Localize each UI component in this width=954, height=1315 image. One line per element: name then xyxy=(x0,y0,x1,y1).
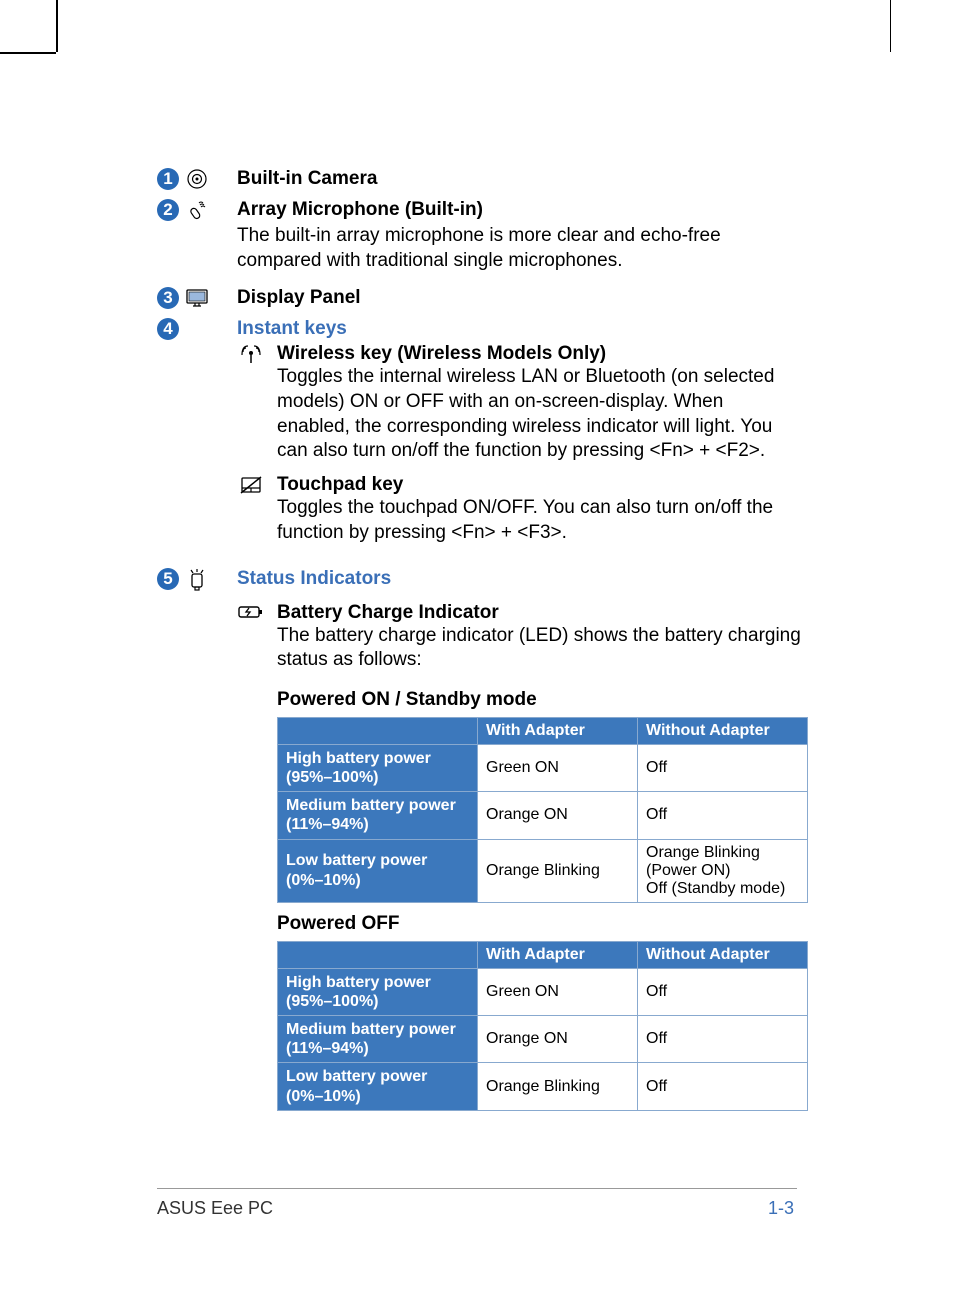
feature-item-3: 3 Display Panel xyxy=(157,287,797,312)
crop-mark-v xyxy=(56,0,58,52)
number-badge: 4 xyxy=(157,318,179,340)
number-badge: 2 xyxy=(157,199,179,221)
row-head: Medium battery power (11%–94%) xyxy=(278,792,478,839)
sub-body: Toggles the touchpad ON/OFF. You can als… xyxy=(277,496,797,545)
cell: Green ON xyxy=(478,968,638,1015)
feature-title: Display Panel xyxy=(237,287,797,309)
th: With Adapter xyxy=(478,717,638,744)
cell: Orange Blinking (Power ON) Off (Standby … xyxy=(638,839,808,902)
cell: Orange ON xyxy=(478,792,638,839)
cell: Off xyxy=(638,1016,808,1063)
battery-table-off: With Adapter Without Adapter High batter… xyxy=(277,941,808,1111)
th: Without Adapter xyxy=(638,717,808,744)
status-indicator-icon xyxy=(183,568,211,1121)
sub-item-battery: Battery Charge Indicator The battery cha… xyxy=(237,602,808,681)
footer-page-number: 1-3 xyxy=(768,1198,794,1219)
table-title: Powered OFF xyxy=(277,913,808,935)
microphone-icon xyxy=(183,199,211,281)
sub-body: Toggles the internal wireless LAN or Blu… xyxy=(277,365,797,464)
cell: Off xyxy=(638,968,808,1015)
page-content: 1 Built-in Camera 2 Array Microphone (Bu… xyxy=(157,168,797,1127)
row-head: Low battery power (0%–10%) xyxy=(278,839,478,902)
number-badge: 1 xyxy=(157,168,179,190)
cell: Off xyxy=(638,1063,808,1110)
crop-mark-right xyxy=(890,0,891,52)
row-head: High battery power (95%–100%) xyxy=(278,968,478,1015)
feature-item-1: 1 Built-in Camera xyxy=(157,168,797,193)
sub-item-touchpad: Touchpad key Toggles the touchpad ON/OFF… xyxy=(237,474,797,553)
row-head: Medium battery power (11%–94%) xyxy=(278,1016,478,1063)
feature-title: Built-in Camera xyxy=(237,168,797,190)
number-badge: 5 xyxy=(157,568,179,590)
th-empty xyxy=(278,941,478,968)
th-empty xyxy=(278,717,478,744)
sub-title: Battery Charge Indicator xyxy=(277,602,808,624)
cell: Orange Blinking xyxy=(478,1063,638,1110)
number-badge: 3 xyxy=(157,287,179,309)
crop-mark-h xyxy=(0,52,56,54)
cell: Orange ON xyxy=(478,1016,638,1063)
sub-title: Wireless key (Wireless Models Only) xyxy=(277,343,797,365)
row-head: High battery power (95%–100%) xyxy=(278,744,478,791)
table-title: Powered ON / Standby mode xyxy=(277,689,808,711)
cell: Orange Blinking xyxy=(478,839,638,902)
sub-item-wireless: Wireless key (Wireless Models Only) Togg… xyxy=(237,343,797,472)
battery-table-on: With Adapter Without Adapter High batter… xyxy=(277,717,808,903)
feature-title: Array Microphone (Built-in) xyxy=(237,199,797,221)
th: With Adapter xyxy=(478,941,638,968)
row-head: Low battery power (0%–10%) xyxy=(278,1063,478,1110)
sub-body: The battery charge indicator (LED) shows… xyxy=(277,624,808,673)
feature-title: Instant keys xyxy=(237,318,797,340)
battery-icon xyxy=(237,602,265,681)
touchpad-icon xyxy=(237,474,265,553)
th: Without Adapter xyxy=(638,941,808,968)
wireless-icon xyxy=(237,343,265,472)
feature-body: The built-in array microphone is more cl… xyxy=(237,224,797,273)
cell: Off xyxy=(638,744,808,791)
cell: Green ON xyxy=(478,744,638,791)
camera-icon xyxy=(183,168,211,193)
footer-rule xyxy=(157,1188,797,1189)
sub-title: Touchpad key xyxy=(277,474,797,496)
cell: Off xyxy=(638,792,808,839)
feature-item-5: 5 Status Indicators Battery Charge Indic… xyxy=(157,568,797,1121)
footer-product: ASUS Eee PC xyxy=(157,1198,273,1219)
feature-item-2: 2 Array Microphone (Built-in) The built-… xyxy=(157,199,797,281)
feature-title: Status Indicators xyxy=(237,568,808,590)
feature-item-4: 4 Instant keys Wireless key (Wireless Mo… xyxy=(157,318,797,555)
display-icon xyxy=(183,287,211,312)
